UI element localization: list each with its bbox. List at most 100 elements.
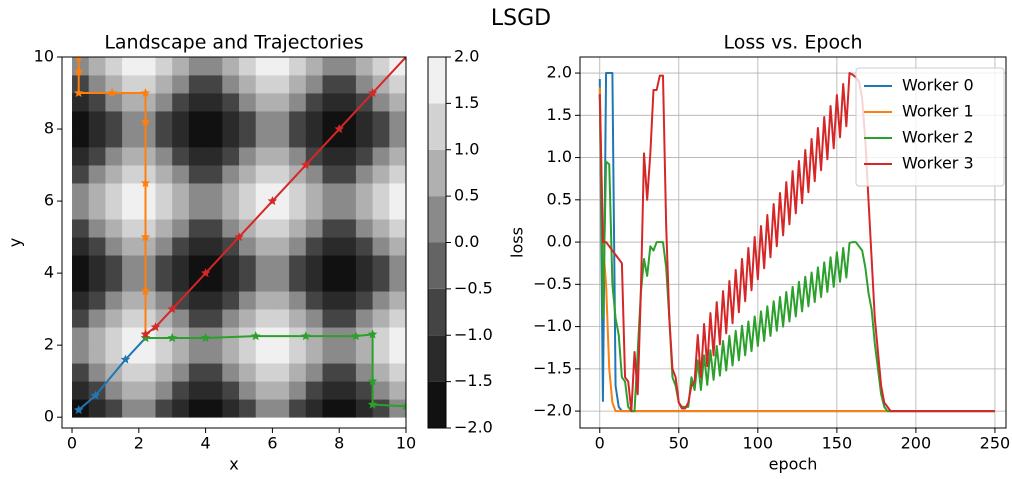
contour-cell — [122, 219, 140, 238]
contour-cell — [289, 399, 307, 418]
contour-cell — [122, 75, 140, 94]
contour-cell — [188, 363, 207, 382]
contour-cell — [222, 93, 240, 112]
trajectory-marker — [401, 401, 406, 411]
contour-cell — [339, 165, 357, 184]
contour-cell — [122, 147, 140, 166]
contour-cell — [255, 93, 273, 112]
y-tick-label: 10 — [34, 47, 54, 66]
contour-cell — [305, 201, 323, 220]
contour-cell — [88, 273, 106, 292]
contour-cell — [289, 255, 307, 274]
colorbar-band — [428, 57, 446, 104]
contour-cell — [389, 381, 406, 400]
contour-cell — [222, 399, 240, 418]
contour-cell — [272, 75, 290, 94]
contour-cell — [88, 183, 106, 202]
contour-cell — [88, 219, 106, 238]
y-tick-label: 0.0 — [547, 232, 572, 251]
y-tick-label: −0.5 — [533, 274, 572, 293]
contour-cell — [138, 363, 156, 382]
contour-cell — [339, 255, 357, 274]
contour-cell — [88, 309, 106, 328]
contour-cell — [239, 57, 257, 76]
contour-cell — [72, 219, 90, 238]
contour-cell — [272, 291, 290, 310]
y-axis-label: loss — [508, 227, 527, 258]
x-tick-label: 50 — [669, 434, 689, 453]
contour-cell — [188, 111, 207, 130]
contour-cell — [322, 309, 340, 328]
contour-cell — [188, 201, 207, 220]
contour-cell — [255, 363, 273, 382]
x-tick-label: 0 — [595, 434, 605, 453]
contour-cell — [72, 237, 90, 256]
x-tick-label: 0 — [67, 434, 77, 453]
contour-cell — [88, 363, 106, 382]
contour-cell — [355, 381, 374, 400]
contour-cell — [355, 57, 374, 76]
contour-cell — [105, 309, 123, 328]
trajectory-marker — [250, 331, 261, 341]
contour-cell — [272, 219, 290, 238]
contour-cell — [355, 201, 374, 220]
contour-cell — [322, 237, 340, 256]
contour-cell — [155, 183, 173, 202]
contour-cell — [255, 381, 273, 400]
contour-cell — [289, 93, 307, 112]
contour-cell — [355, 327, 374, 346]
contour-cell — [122, 93, 140, 112]
contour-cell — [222, 255, 240, 274]
contour-cell — [155, 147, 173, 166]
contour-cell — [355, 363, 374, 382]
contour-cell — [339, 237, 357, 256]
figure-title: LSGD — [491, 6, 551, 31]
contour-cell — [122, 291, 140, 310]
contour-cell — [155, 273, 173, 292]
contour-cell — [188, 93, 207, 112]
contour-cell — [222, 75, 240, 94]
contour-cell — [205, 93, 223, 112]
contour-cell — [339, 183, 357, 202]
contour-cell — [205, 309, 223, 328]
contour-cell — [88, 93, 106, 112]
contour-cell — [305, 75, 323, 94]
contour-cell — [272, 165, 290, 184]
contour-cell — [322, 363, 340, 382]
contour-cell — [88, 327, 106, 346]
contour-cell — [305, 183, 323, 202]
contour-cell — [322, 399, 340, 418]
colorbar-band — [428, 381, 446, 428]
contour-cell — [372, 147, 390, 166]
contour-cell — [88, 399, 106, 418]
contour-cell — [339, 57, 357, 76]
contour-cell — [272, 381, 290, 400]
contour-cell — [172, 57, 190, 76]
trajectory-marker — [140, 329, 151, 339]
contour-cell — [355, 183, 374, 202]
contour-cell — [305, 57, 323, 76]
contour-cell — [305, 345, 323, 364]
x-tick-label: 4 — [201, 434, 211, 453]
contour-cell — [122, 309, 140, 328]
trajectory-marker — [90, 390, 101, 400]
contour-cell — [172, 399, 190, 418]
contour-cell — [389, 327, 406, 346]
contour-cell — [289, 75, 307, 94]
contour-cell — [272, 57, 290, 76]
contour-cell — [222, 201, 240, 220]
axes-frame — [579, 56, 1007, 429]
contour-cell — [322, 165, 340, 184]
contour-cell — [188, 309, 207, 328]
axes-title: Loss vs. Epoch — [723, 32, 862, 54]
contour-cell — [72, 381, 90, 400]
colorbar-tick-label: 0.5 — [454, 186, 479, 205]
contour-cell — [239, 309, 257, 328]
contour-cell — [255, 255, 273, 274]
y-tick-label: 2 — [44, 335, 54, 354]
contour-cell — [372, 255, 390, 274]
contour-cell — [105, 327, 123, 346]
contour-cell — [255, 399, 273, 418]
contour-cell — [155, 129, 173, 148]
contour-cell — [155, 291, 173, 310]
